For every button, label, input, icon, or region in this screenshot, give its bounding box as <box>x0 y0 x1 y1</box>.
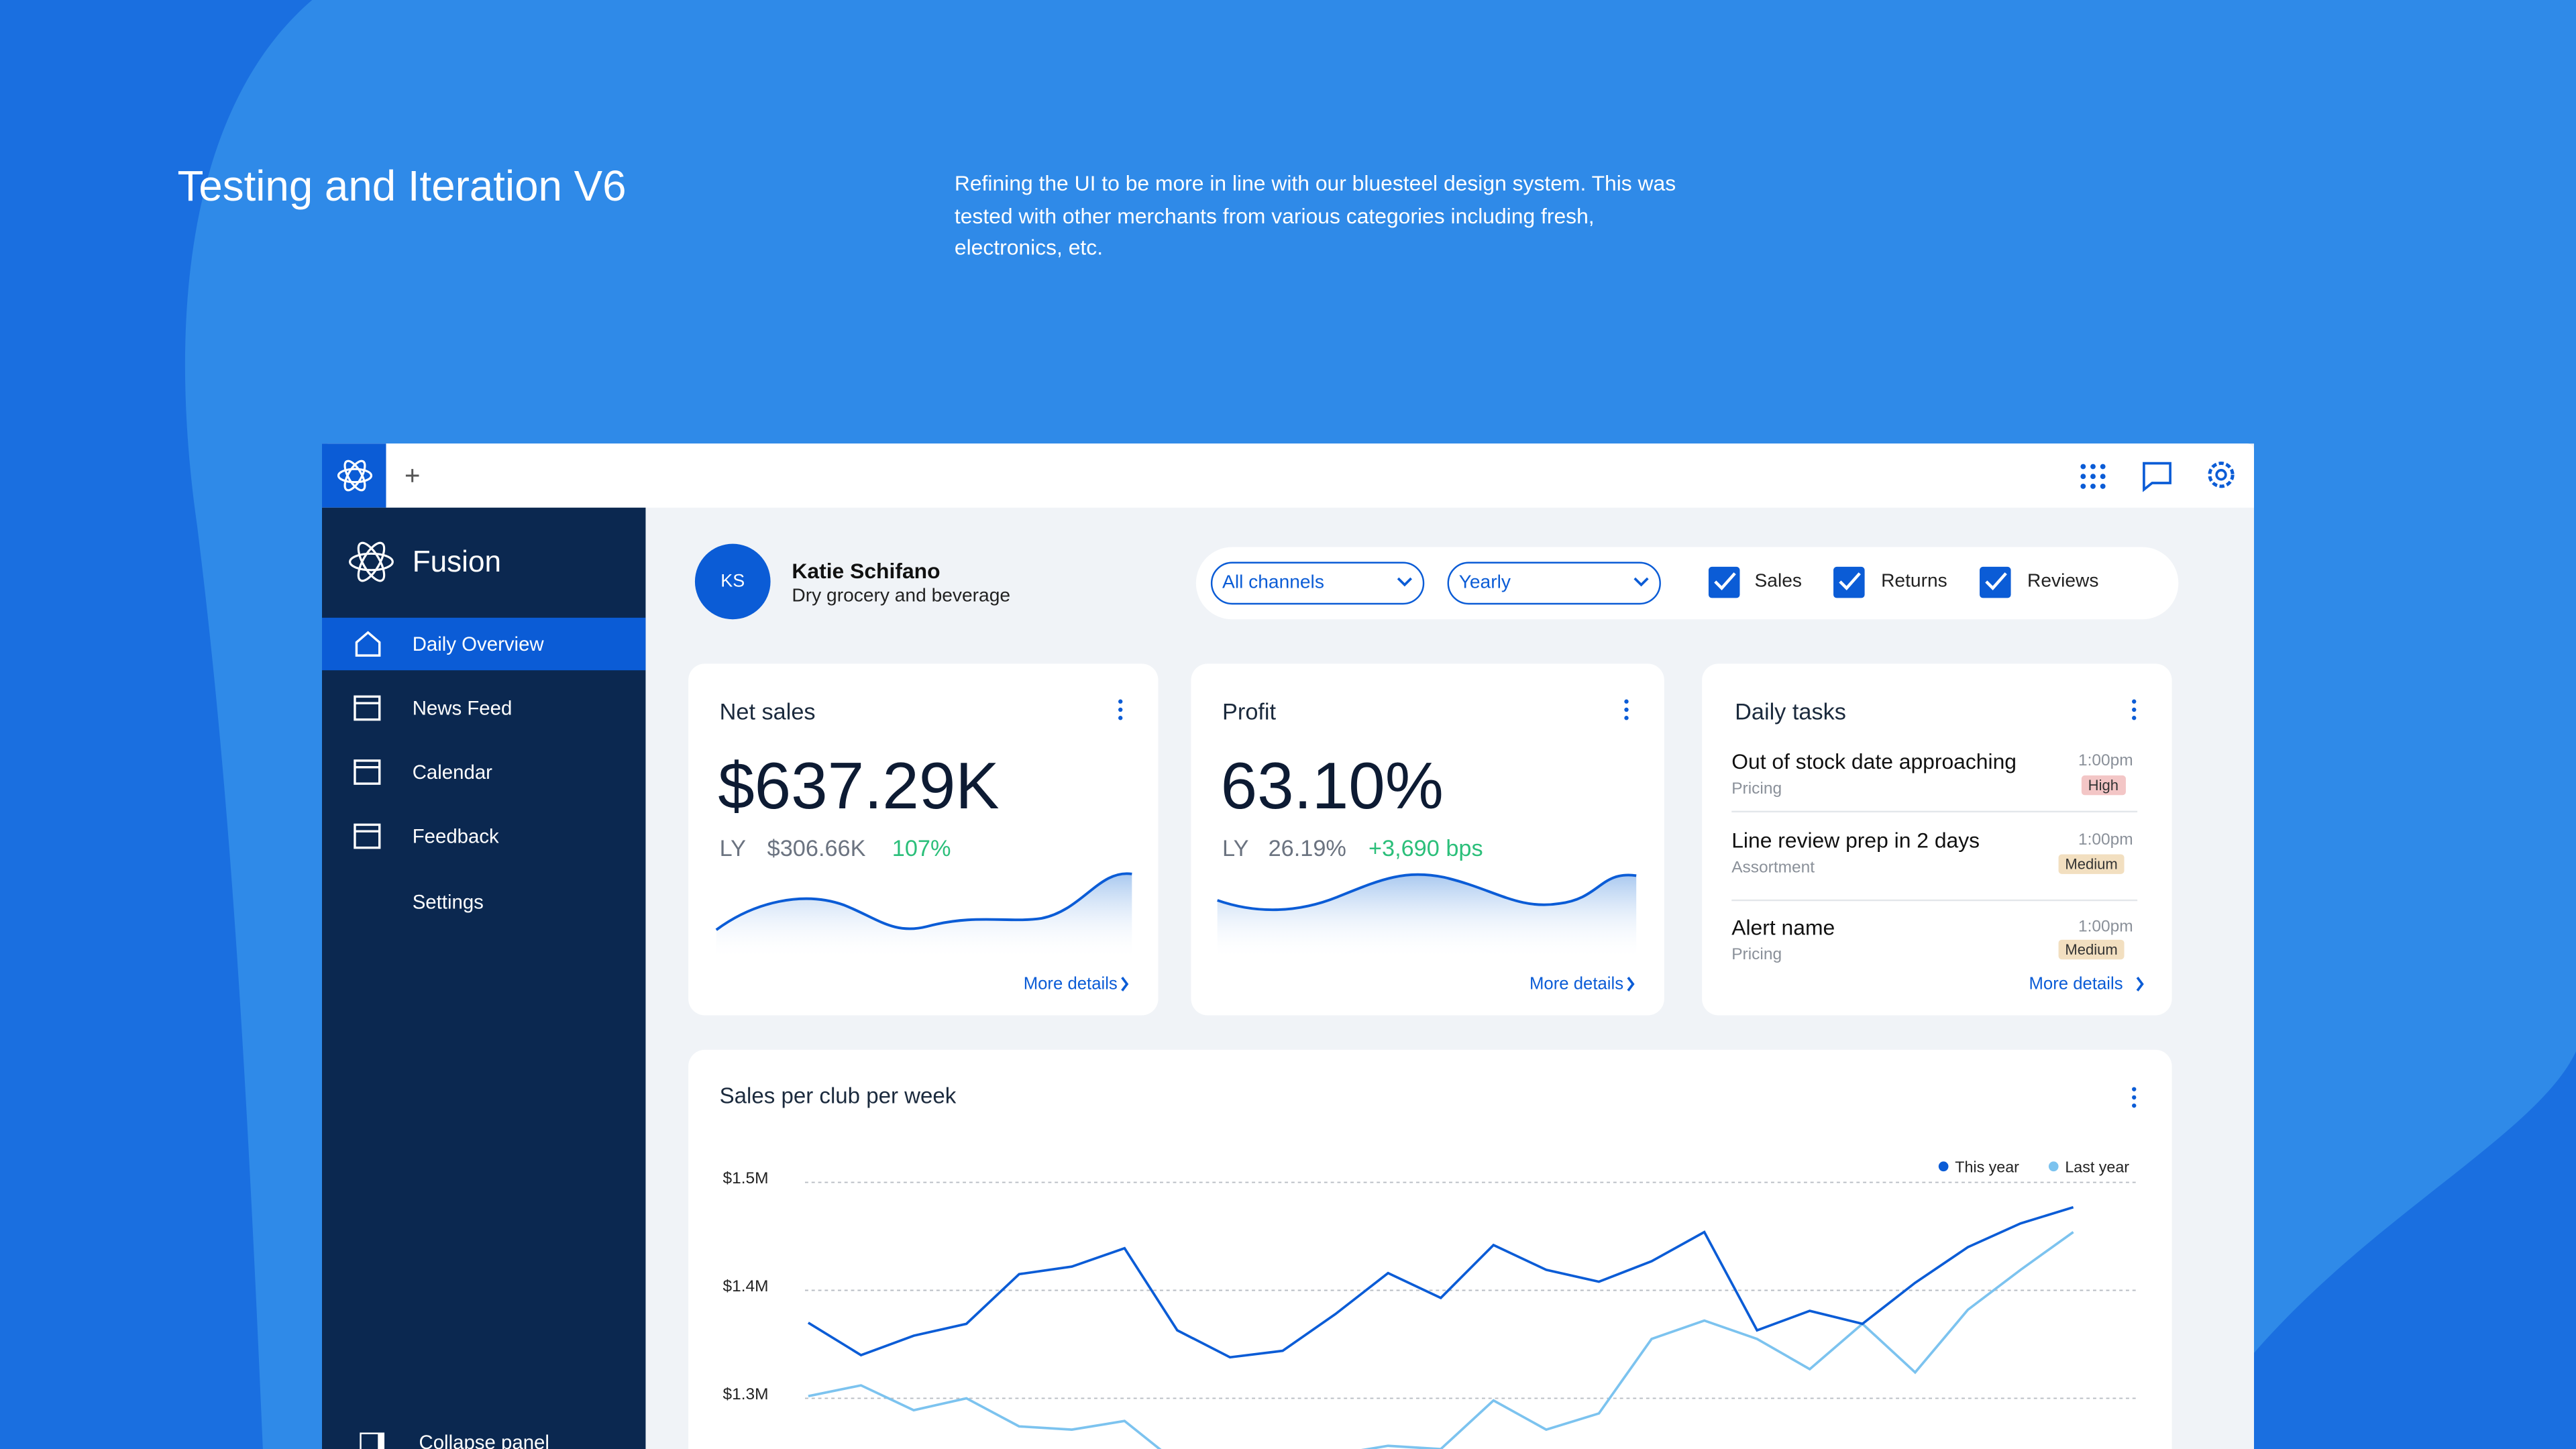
ly-value: $306.66K <box>767 835 866 861</box>
nav-item[interactable]: Calendar <box>412 760 492 784</box>
legend-label: This year <box>1955 1158 2019 1175</box>
kpi-change: +3,690 bps <box>1368 835 1483 861</box>
task-name: Alert name <box>1731 915 1835 940</box>
series-line <box>807 1205 2074 1359</box>
card-decor <box>715 699 2144 991</box>
ly-label: LY <box>1222 835 1249 861</box>
brand-name: Fusion <box>412 545 502 579</box>
task-category: Pricing <box>1731 946 1782 965</box>
y-tick-label: $1.3M <box>723 1385 769 1403</box>
top-bar-icons <box>337 460 2235 492</box>
top-bar <box>322 443 2255 508</box>
task-time: 1:00pm <box>2078 831 2133 850</box>
nav-active <box>322 617 646 671</box>
user-name: Katie Schifano <box>792 558 941 584</box>
nav-icons <box>354 631 381 849</box>
chart-card <box>688 1049 2172 1449</box>
collapse-icon <box>360 1432 385 1449</box>
toggle-label[interactable]: Sales <box>1754 572 1802 592</box>
collapse-panel[interactable]: Collapse panel <box>419 1431 549 1449</box>
avatar: KS <box>694 543 771 620</box>
nav-item[interactable]: Settings <box>412 890 484 914</box>
nav-item[interactable]: Daily Overview <box>412 632 544 656</box>
task-priority: High <box>2081 775 2125 796</box>
toggle-label[interactable]: Returns <box>1881 572 1947 592</box>
series-line <box>808 1231 2074 1449</box>
channel-value: All channels <box>1222 573 1324 594</box>
card-title: Daily tasks <box>1735 698 1846 725</box>
page-description: Refining the UI to be more in line with … <box>954 170 1676 260</box>
filter-icons <box>1397 566 2011 598</box>
page-title: Testing and Iteration V6 <box>177 161 627 211</box>
task-time: 1:00pm <box>2078 752 2133 771</box>
brand-icon <box>349 541 394 582</box>
task-priority: Medium <box>2058 939 2125 960</box>
more-details[interactable]: More details <box>1023 974 1118 994</box>
task-category: Assortment <box>1731 859 1815 877</box>
kpi-value: 63.10% <box>1220 751 1444 823</box>
kpi-change: 107% <box>892 835 951 861</box>
y-tick-label: $1.4M <box>723 1277 769 1295</box>
filter-bar <box>1195 547 2179 620</box>
channel-select[interactable] <box>1210 561 1425 605</box>
app-logo-tab[interactable] <box>322 443 386 508</box>
period-value: Yearly <box>1458 573 1511 594</box>
nav-item[interactable]: News Feed <box>412 696 513 720</box>
ly-value: 26.19% <box>1268 835 1346 861</box>
legend-marker <box>1938 1161 1949 1172</box>
chart-title: Sales per club per week <box>720 1084 957 1109</box>
period-select[interactable] <box>1447 561 1661 605</box>
card-title: Profit <box>1222 698 1277 725</box>
legend-label: Last year <box>2065 1158 2129 1175</box>
kpi-value: $637.29K <box>718 751 1000 823</box>
card-title: Net sales <box>719 698 816 725</box>
toggle-label[interactable]: Reviews <box>2027 572 2099 592</box>
task-name: Line review prep in 2 days <box>1731 828 1980 853</box>
nav-item[interactable]: Feedback <box>412 824 499 848</box>
task-category: Pricing <box>1731 780 1782 799</box>
more-details[interactable]: More details <box>2029 974 2123 994</box>
task-time: 1:00pm <box>2078 918 2133 936</box>
ly-label: LY <box>719 835 747 861</box>
task-name: Out of stock date approaching <box>1731 749 2017 774</box>
legend-marker <box>2048 1161 2059 1172</box>
more-details[interactable]: More details <box>1529 974 1624 994</box>
task-priority: Medium <box>2058 854 2125 874</box>
y-tick-label: $1.5M <box>723 1169 769 1187</box>
user-department: Dry grocery and beverage <box>792 586 1011 606</box>
